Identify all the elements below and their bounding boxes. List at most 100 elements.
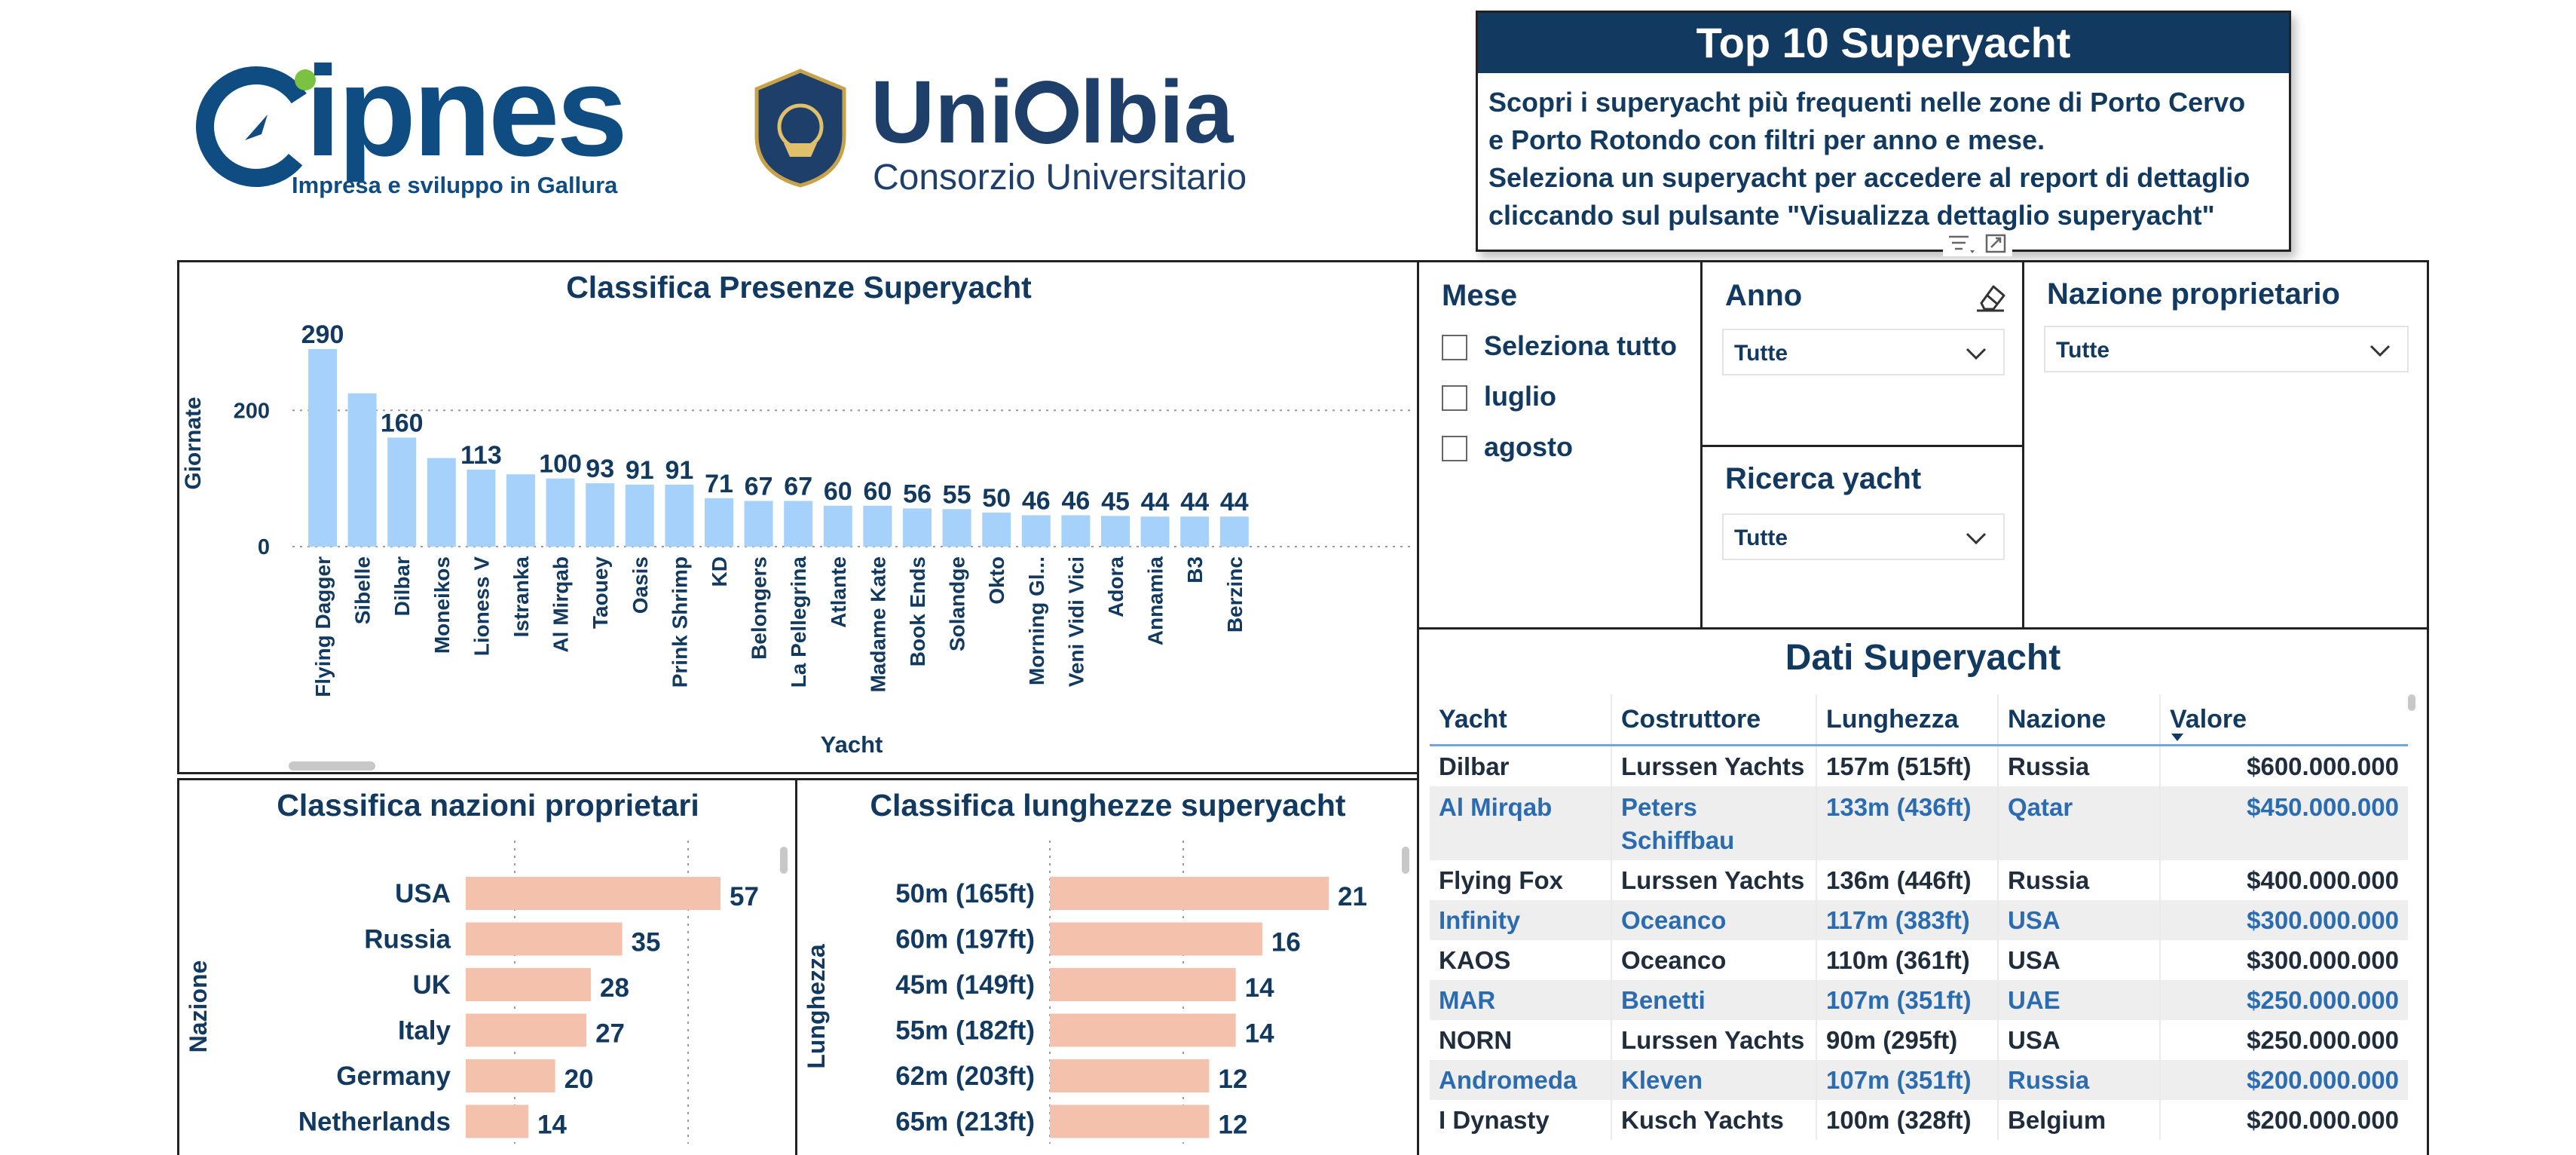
bar[interactable] [1061, 515, 1091, 547]
table-vertical-scrollbar[interactable] [2408, 694, 2415, 711]
bar[interactable] [863, 505, 892, 547]
bar[interactable] [665, 484, 694, 547]
filter-icon[interactable] [1949, 235, 1975, 253]
bar[interactable] [625, 484, 654, 547]
bar[interactable] [903, 508, 932, 547]
y-axis-title: Lunghezza [803, 944, 830, 1069]
table-row[interactable]: Infinity Oceanco 117m (383ft) USA $300.000.0… [1430, 900, 2408, 940]
bar[interactable] [1050, 1059, 1210, 1092]
x-tick-label: Taouey [589, 556, 612, 629]
cell-costruttore: Kleven [1611, 1060, 1816, 1100]
bar[interactable] [387, 437, 417, 547]
bar[interactable] [427, 458, 456, 547]
bar[interactable] [466, 1059, 555, 1092]
vertical-scrollbar[interactable] [780, 847, 788, 874]
bar[interactable] [347, 393, 377, 547]
presenze-chart-title: Classifica Presenze Superyacht [566, 270, 1032, 305]
table-row[interactable]: KAOS Oceanco 110m (361ft) USA $300.000.000 [1430, 940, 2408, 980]
checkbox[interactable] [1442, 385, 1467, 412]
info-line: cliccando sul pulsante "Visualizza detta… [1488, 200, 2215, 231]
table-row[interactable]: MAR Benetti 107m (351ft) UAE $250.000.000 [1430, 980, 2408, 1020]
bar[interactable] [1101, 516, 1130, 547]
column-header-yacht[interactable]: Yacht [1439, 704, 1507, 734]
category-label: UK [412, 970, 451, 1000]
bar[interactable] [1021, 515, 1051, 547]
data-label: 46 [1061, 486, 1090, 515]
x-tick-label: Sibelle [351, 556, 375, 624]
category-label: 50m (165ft) [895, 879, 1035, 908]
bar[interactable] [1050, 922, 1262, 956]
bar[interactable] [308, 349, 337, 547]
x-tick-label: KD [708, 556, 731, 587]
x-tick-label: Morning Gl... [1025, 556, 1048, 685]
bar[interactable] [1050, 877, 1329, 910]
x-tick-label: Prink Shrimp [668, 556, 691, 688]
table-row[interactable]: NORN Lurssen Yachts 90m (295ft) USA $250.000… [1430, 1020, 2408, 1060]
bar[interactable] [1050, 968, 1236, 1001]
column-header-costruttore[interactable]: Costruttore [1611, 694, 1816, 746]
mese-option-luglio[interactable]: luglio [1442, 381, 1556, 412]
info-line: Seleziona un superyacht per accedere al … [1488, 162, 2250, 193]
column-header-nazione[interactable]: Nazione [1997, 694, 2160, 746]
bar[interactable] [546, 478, 575, 547]
cell-lunghezza: 117m (383ft) [1816, 900, 1998, 940]
bar[interactable] [466, 877, 720, 910]
cell-yacht: Infinity [1430, 900, 1611, 940]
checkbox[interactable] [1442, 436, 1467, 462]
bar[interactable] [1050, 1104, 1210, 1138]
bar[interactable] [466, 1104, 529, 1138]
checkbox[interactable] [1442, 335, 1467, 361]
ricerca-dropdown-value: Tutte [1734, 525, 1788, 550]
uniolbia-subtitle: Consorzio Universitario [873, 158, 1247, 198]
table-row[interactable]: Flying Fox Lurssen Yachts 136m (446ft) Russ… [1430, 860, 2408, 900]
ricerca-dropdown[interactable]: Tutte [1722, 513, 2005, 560]
nazione-dropdown[interactable]: Tutte [2044, 326, 2409, 372]
bar[interactable] [466, 922, 623, 956]
bar[interactable] [1140, 516, 1170, 547]
bar[interactable] [823, 505, 852, 547]
bar[interactable] [982, 512, 1011, 547]
cell-valore: $600.000.000 [2159, 745, 2408, 786]
column-header-valore[interactable]: Valore [2159, 694, 2408, 746]
mese-option-seleziona-tutto[interactable]: Seleziona tutto [1442, 330, 1677, 362]
bar[interactable] [466, 1013, 587, 1047]
bar[interactable] [784, 501, 813, 547]
x-tick-label: Berzinc [1223, 556, 1247, 633]
bar[interactable] [1219, 516, 1249, 547]
data-label: 14 [1245, 973, 1274, 1003]
eraser-icon[interactable] [1974, 280, 2007, 314]
bar[interactable] [1180, 516, 1210, 547]
data-label: 16 [1271, 928, 1301, 957]
cell-yacht: Al Mirqab [1430, 786, 1611, 860]
mese-option-agosto[interactable]: agosto [1442, 431, 1573, 463]
focus-mode-icon[interactable] [1985, 234, 2006, 253]
data-label: 44 [1180, 488, 1209, 516]
y-tick-label: 0 [258, 535, 270, 559]
data-label: 44 [1141, 488, 1170, 516]
table-row[interactable]: Dilbar Lurssen Yachts 157m (515ft) Russia $6… [1430, 745, 2408, 786]
horizontal-scrollbar[interactable] [289, 761, 375, 771]
cell-valore: $450.000.000 [2159, 786, 2408, 860]
cipnes-logo-mark [196, 66, 317, 187]
anno-dropdown[interactable]: Tutte [1722, 329, 2005, 375]
chevron-down-icon [1966, 348, 1987, 360]
chevron-down-icon [2369, 345, 2391, 357]
bar[interactable] [466, 968, 592, 1001]
bar[interactable] [705, 498, 733, 547]
table-row[interactable]: Al Mirqab Peters Schiffbau 133m (436ft) Qat… [1430, 786, 2408, 860]
x-tick-label: Atlante [827, 556, 850, 628]
bar[interactable] [586, 483, 615, 547]
cell-nazione: UAE [1997, 980, 2160, 1020]
table-row[interactable]: Andromeda Kleven 107m (351ft) Russia $200.00… [1430, 1060, 2408, 1100]
cell-yacht: MAR [1430, 980, 1611, 1020]
x-tick-label: Book Ends [906, 556, 929, 666]
cell-nazione: Belgium [1997, 1100, 2160, 1140]
bar[interactable] [467, 469, 496, 547]
table-row[interactable]: I Dynasty Kusch Yachts 100m (328ft) Belgium… [1430, 1100, 2408, 1140]
bar[interactable] [1050, 1013, 1236, 1047]
column-header-lunghezza[interactable]: Lunghezza [1816, 694, 1998, 746]
bar[interactable] [744, 501, 773, 547]
bar[interactable] [942, 509, 971, 547]
bar[interactable] [506, 474, 535, 547]
vertical-scrollbar[interactable] [1402, 847, 1409, 874]
